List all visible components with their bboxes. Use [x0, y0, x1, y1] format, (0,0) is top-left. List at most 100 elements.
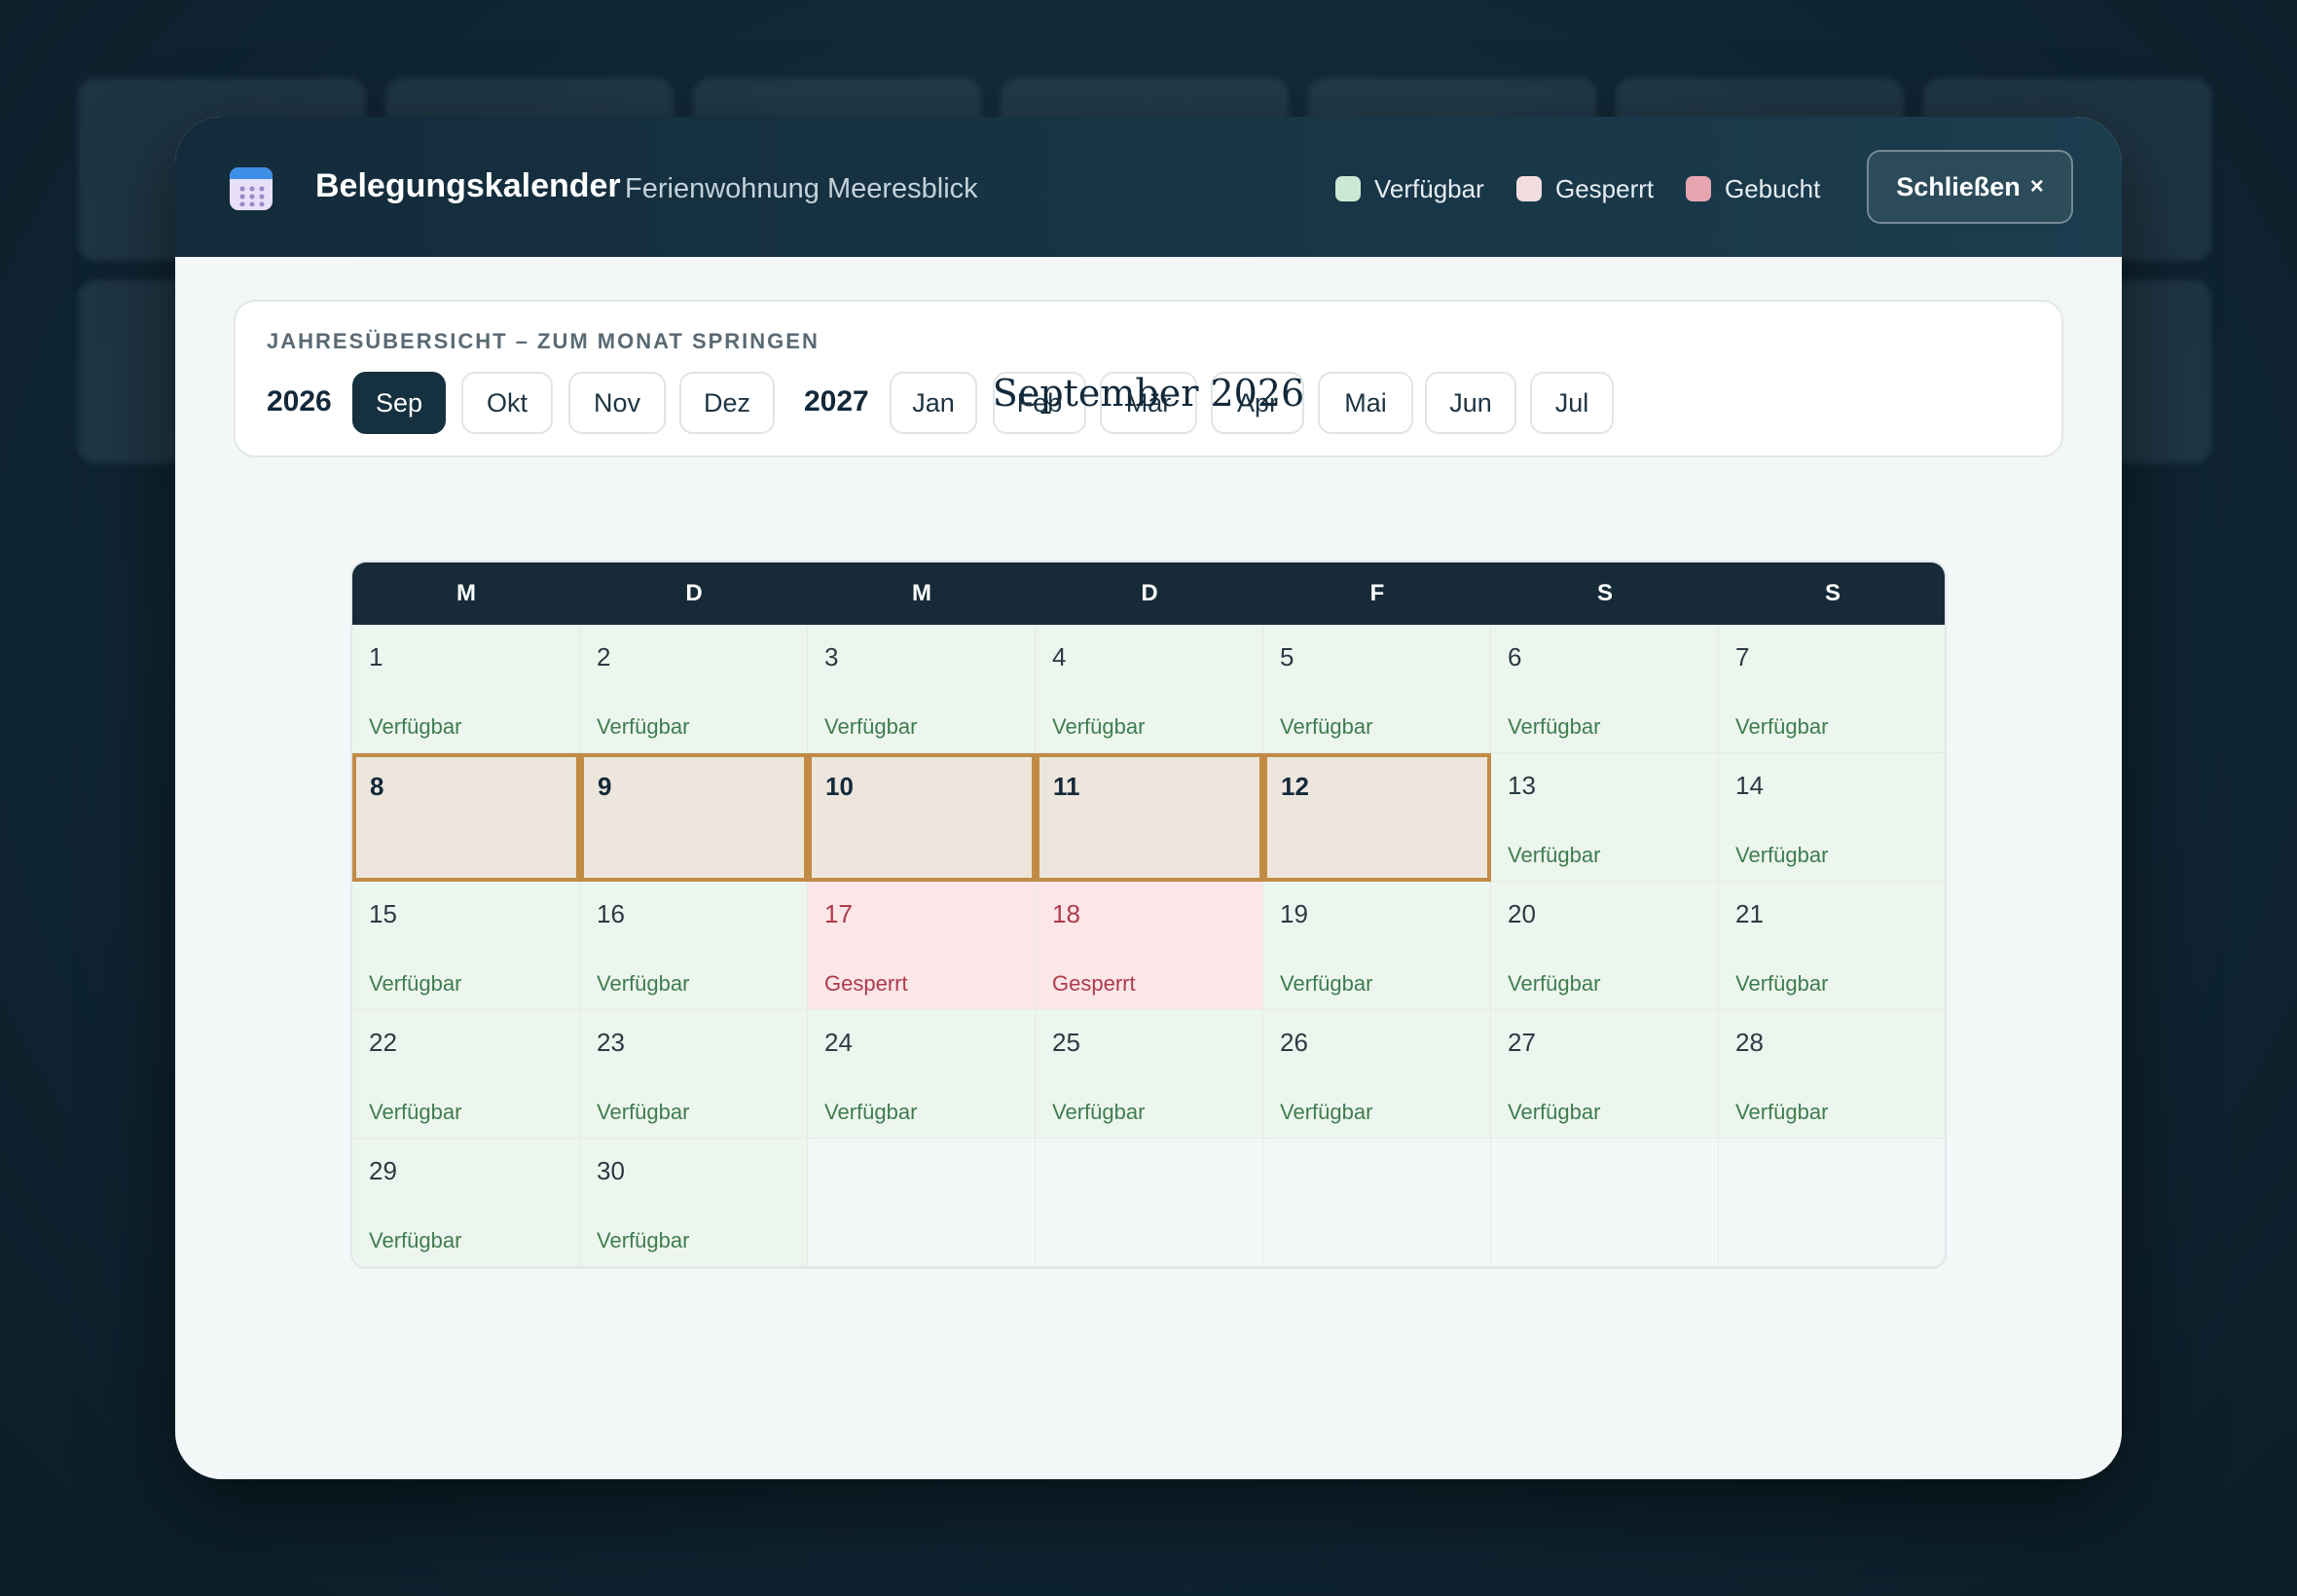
day-cell-11[interactable]: 11	[1036, 753, 1263, 882]
day-status: Verfügbar	[597, 971, 690, 996]
day-cell-3[interactable]: 3 Verfügbar	[808, 625, 1036, 753]
day-status: Verfügbar	[1735, 1100, 1829, 1124]
day-status: Verfügbar	[1508, 971, 1601, 996]
day-cell-2[interactable]: 2 Verfügbar	[580, 625, 808, 753]
month-chip-nov[interactable]: Nov	[568, 372, 666, 434]
day-cell-16[interactable]: 16 Verfügbar	[580, 882, 808, 1010]
day-number: 6	[1508, 642, 1522, 671]
day-cell-26[interactable]: 26 Verfügbar	[1263, 1010, 1491, 1139]
day-cell-24[interactable]: 24 Verfügbar	[808, 1010, 1036, 1139]
day-status: Verfügbar	[597, 1100, 690, 1124]
day-cell-12[interactable]: 12	[1263, 753, 1491, 882]
day-number: 30	[597, 1156, 625, 1185]
booking-calendar-modal: Belegungskalender Ferienwohnung Meeresbl…	[175, 117, 2122, 1479]
month-chip-apr[interactable]: Apr	[1211, 372, 1304, 434]
close-label: Schließen	[1896, 171, 2021, 201]
day-status: Verfügbar	[1052, 1100, 1146, 1124]
legend-label: Gesperrt	[1555, 173, 1655, 203]
day-status: Gesperrt	[824, 971, 908, 996]
day-number: 15	[369, 899, 397, 928]
legend-swatch-booked	[1686, 176, 1711, 201]
close-button[interactable]: Schließen ×	[1867, 150, 2073, 224]
day-cell-29[interactable]: 29 Verfügbar	[352, 1139, 580, 1267]
day-cell-15[interactable]: 15 Verfügbar	[352, 882, 580, 1010]
day-status: Verfügbar	[1508, 714, 1601, 739]
day-number: 17	[824, 899, 853, 928]
month-chip-dez[interactable]: Dez	[679, 372, 775, 434]
day-number: 3	[824, 642, 839, 671]
day-status: Verfügbar	[369, 1100, 462, 1124]
modal-title: Belegungskalender	[315, 167, 621, 204]
day-number: 13	[1508, 771, 1536, 800]
empty-day-cell	[808, 1139, 1036, 1267]
month-calendar: M D M D F S S 1 Verfügbar 2 Verfügbar 3 Verfü…	[350, 561, 1947, 1269]
day-status: Gesperrt	[1052, 971, 1136, 996]
day-cell-27[interactable]: 27 Verfügbar	[1491, 1010, 1719, 1139]
empty-day-cell	[1491, 1139, 1719, 1267]
day-number: 8	[370, 772, 384, 801]
day-status: Verfügbar	[369, 1228, 462, 1252]
day-number: 26	[1280, 1028, 1308, 1057]
day-cell-10[interactable]: 10	[808, 753, 1036, 882]
day-cell-8[interactable]: 8	[352, 753, 580, 882]
month-chip-jul[interactable]: Jul	[1530, 372, 1614, 434]
day-status: Verfügbar	[824, 714, 918, 739]
day-cell-28[interactable]: 28 Verfügbar	[1719, 1010, 1945, 1139]
day-cell-9[interactable]: 9	[580, 753, 808, 882]
day-cell-30[interactable]: 30 Verfügbar	[580, 1139, 808, 1267]
day-number: 24	[824, 1028, 853, 1057]
year-overview: JAHRESÜBERSICHT – ZUM MONAT SPRINGEN 202…	[234, 300, 2063, 457]
day-cell-1[interactable]: 1 Verfügbar	[352, 625, 580, 753]
day-status: Verfügbar	[824, 1100, 918, 1124]
month-chip-jan[interactable]: Jan	[890, 372, 977, 434]
calendar-icon	[230, 167, 273, 210]
day-cell-25[interactable]: 25 Verfügbar	[1036, 1010, 1263, 1139]
month-chip-mai[interactable]: Mai	[1318, 372, 1413, 434]
month-chip-sep[interactable]: Sep	[352, 372, 446, 434]
day-status: Verfügbar	[369, 714, 462, 739]
day-status: Verfügbar	[1052, 714, 1146, 739]
day-number: 29	[369, 1156, 397, 1185]
day-number: 7	[1735, 642, 1750, 671]
day-cell-19[interactable]: 19 Verfügbar	[1263, 882, 1491, 1010]
day-number: 25	[1052, 1028, 1080, 1057]
weekday-label: D	[685, 580, 703, 606]
day-cell-20[interactable]: 20 Verfügbar	[1491, 882, 1719, 1010]
day-number: 16	[597, 899, 625, 928]
day-status: Verfügbar	[1280, 714, 1373, 739]
month-chip-feb[interactable]: Feb	[993, 372, 1086, 434]
day-number: 20	[1508, 899, 1536, 928]
year-label: 2027	[804, 385, 869, 417]
day-cell-17[interactable]: 17 Gesperrt	[808, 882, 1036, 1010]
year-label: 2026	[267, 385, 332, 417]
day-number: 22	[369, 1028, 397, 1057]
day-cell-22[interactable]: 22 Verfügbar	[352, 1010, 580, 1139]
weekday-header: M D M D F S S	[352, 562, 1945, 625]
month-chip-okt[interactable]: Okt	[461, 372, 553, 434]
day-cell-21[interactable]: 21 Verfügbar	[1719, 882, 1945, 1010]
day-cell-18[interactable]: 18 Gesperrt	[1036, 882, 1263, 1010]
weekday-label: M	[912, 580, 931, 606]
day-number: 10	[825, 772, 854, 801]
day-status: Verfügbar	[597, 714, 690, 739]
close-icon: ×	[2029, 173, 2044, 200]
day-number: 9	[598, 772, 612, 801]
day-cell-4[interactable]: 4 Verfügbar	[1036, 625, 1263, 753]
legend-available: Verfügbar	[1335, 173, 1484, 204]
day-number: 23	[597, 1028, 625, 1057]
legend-blocked: Gesperrt	[1516, 173, 1654, 204]
legend-booked: Gebucht	[1686, 173, 1820, 204]
day-cell-7[interactable]: 7 Verfügbar	[1719, 625, 1945, 753]
weekday-label: S	[1596, 580, 1613, 606]
month-chip-jun[interactable]: Jun	[1425, 372, 1516, 434]
day-number: 2	[597, 642, 611, 671]
day-cell-6[interactable]: 6 Verfügbar	[1491, 625, 1719, 753]
legend-swatch-available	[1335, 176, 1361, 201]
day-cell-14[interactable]: 14 Verfügbar	[1719, 753, 1945, 882]
legend-label: Gebucht	[1725, 173, 1821, 203]
day-cell-13[interactable]: 13 Verfügbar	[1491, 753, 1719, 882]
day-cell-5[interactable]: 5 Verfügbar	[1263, 625, 1491, 753]
month-chip-mar[interactable]: Mär	[1100, 372, 1197, 434]
day-cell-23[interactable]: 23 Verfügbar	[580, 1010, 808, 1139]
day-number: 12	[1281, 772, 1309, 801]
